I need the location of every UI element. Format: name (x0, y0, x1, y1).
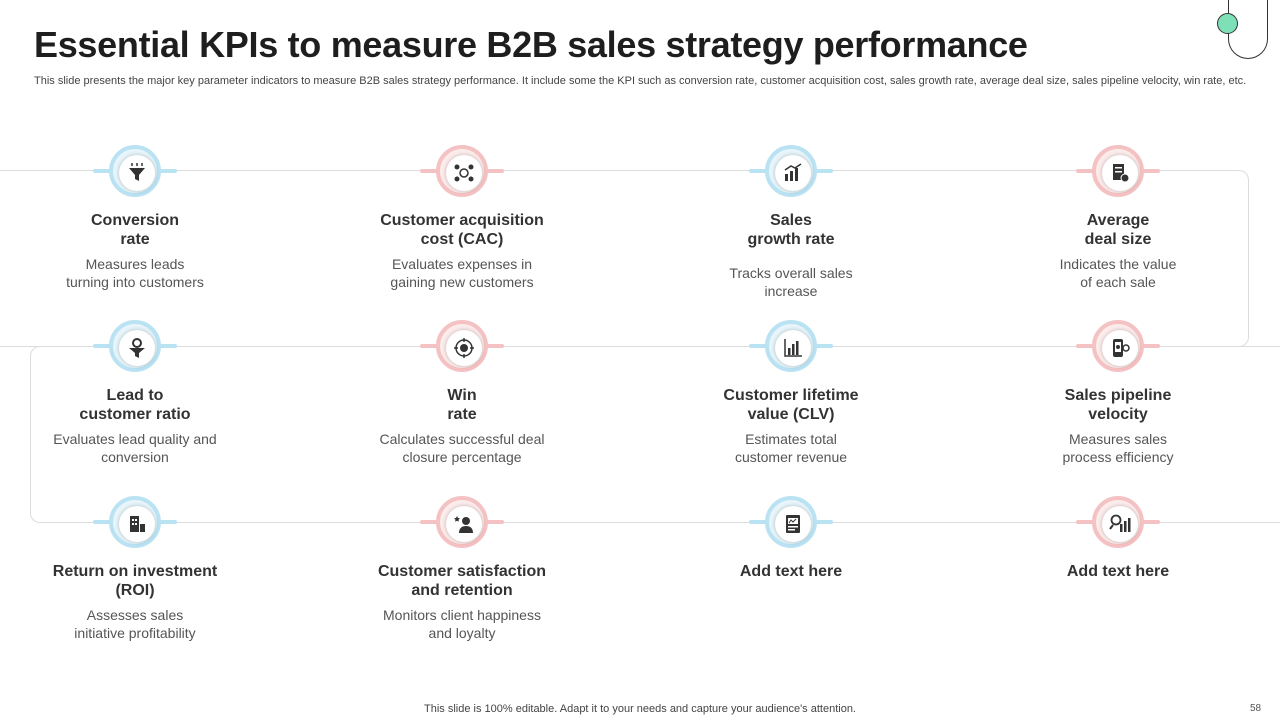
kpi-description: Evaluates expenses in gaining new custom… (390, 256, 534, 290)
target-icon (446, 330, 482, 366)
kpi-title: Customer satisfaction and retention (377, 563, 547, 599)
kpi-title: Lead to customer ratio (79, 387, 191, 423)
lead-funnel-gear-icon (119, 330, 155, 366)
kpi-description: Measures leads turning into customers (66, 256, 204, 290)
page-number: 58 (1250, 703, 1262, 714)
kpi-card-conversion-rate: Conversion rate Measures leads turning i… (15, 145, 255, 291)
magnifier-chart-icon (1102, 506, 1138, 542)
kpi-card-customer-satisfaction: Customer satisfaction and retention Moni… (342, 496, 582, 642)
kpi-title: Customer lifetime value (CLV) (723, 387, 859, 423)
customer-group-icon (446, 155, 482, 191)
kpi-description: Evaluates lead quality and conversion (53, 431, 217, 465)
kpi-description: Measures sales process efficiency (1062, 431, 1174, 465)
bar-chart-icon (775, 330, 811, 366)
satisfied-customer-icon (446, 506, 482, 542)
page-title: Essential KPIs to measure B2B sales stra… (34, 24, 1028, 65)
kpi-card-sales-growth-rate: Sales growth rate Tracks overall sales i… (671, 145, 911, 300)
kpi-card-customer-lifetime-value: Customer lifetime value (CLV) Estimates … (671, 320, 911, 466)
kpi-card-return-on-investment: Return on investment (ROI) Assesses sale… (15, 496, 255, 642)
kpi-description: Indicates the value of each sale (1059, 256, 1177, 290)
mobile-analytics-icon (1102, 330, 1138, 366)
kpi-card-placeholder-2: Add text here (998, 496, 1238, 581)
growth-chart-icon (775, 155, 811, 191)
kpi-description: Assesses sales initiative profitability (74, 607, 196, 641)
kpi-title: Win rate (447, 387, 477, 423)
kpi-description: Tracks overall sales increase (729, 265, 853, 299)
kpi-card-lead-to-customer-ratio: Lead to customer ratio Evaluates lead qu… (15, 320, 255, 466)
kpi-title: Add text here (739, 563, 843, 580)
kpi-card-customer-acquisition-cost: Customer acquisition cost (CAC) Evaluate… (342, 145, 582, 291)
kpi-title: Add text here (1066, 563, 1170, 580)
kpi-card-average-deal-size: Average deal size Indicates the value of… (998, 145, 1238, 291)
kpi-card-sales-pipeline-velocity: Sales pipeline velocity Measures sales p… (998, 320, 1238, 466)
report-icon (775, 506, 811, 542)
funnel-icon (119, 155, 155, 191)
kpi-title: Customer acquisition cost (CAC) (380, 212, 544, 248)
kpi-title: Average deal size (1084, 212, 1152, 248)
kpi-title: Sales growth rate (747, 212, 835, 248)
kpi-description: Estimates total customer revenue (734, 431, 848, 465)
money-building-icon (119, 506, 155, 542)
kpi-description: Monitors client happiness and loyalty (383, 607, 541, 641)
kpi-card-win-rate: Win rate Calculates successful deal clos… (342, 320, 582, 466)
kpi-title: Sales pipeline velocity (1064, 387, 1172, 423)
kpi-description: Calculates successful deal closure perce… (379, 431, 545, 465)
deal-document-icon (1102, 155, 1138, 191)
page-subtitle: This slide presents the major key parame… (34, 75, 1247, 87)
connector-track-lower (30, 346, 1280, 523)
kpi-card-placeholder-1: Add text here (671, 496, 911, 581)
footer-note: This slide is 100% editable. Adapt it to… (424, 703, 856, 715)
kpi-title: Return on investment (ROI) (52, 563, 218, 599)
corner-accent-dot (1217, 13, 1238, 34)
kpi-title: Conversion rate (90, 212, 179, 248)
